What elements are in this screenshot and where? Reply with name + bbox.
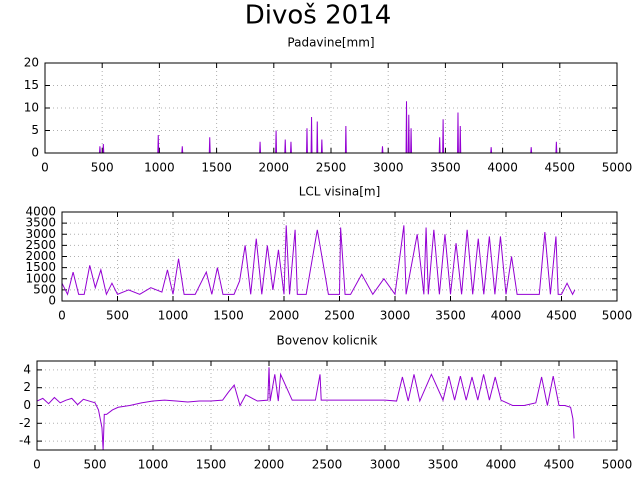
subplot-title: Padavine[mm] — [287, 36, 374, 50]
x-tick-label: 4000 — [486, 458, 517, 472]
x-tick-label: 5000 — [602, 161, 633, 175]
subplot-title: Bovenov kolicnik — [277, 334, 378, 348]
y-tick-label: 5 — [31, 123, 39, 137]
x-tick-label: 1500 — [201, 161, 232, 175]
x-tick-label: 3500 — [435, 309, 466, 323]
y-tick-label: -2 — [19, 416, 31, 430]
x-tick-label: 2500 — [316, 161, 347, 175]
x-tick-label: 3500 — [430, 161, 461, 175]
x-tick-label: 5000 — [602, 458, 633, 472]
plot-frame — [61, 211, 618, 302]
x-tick-label: 4500 — [544, 458, 575, 472]
page-title: Divoš 2014 — [245, 1, 392, 31]
x-tick-label: 3000 — [370, 458, 401, 472]
y-tick-label: 3500 — [25, 216, 56, 230]
x-tick-label: 2000 — [259, 161, 290, 175]
x-tick-label: 2500 — [312, 458, 343, 472]
subplot-title: LCL visina[m] — [299, 185, 381, 199]
x-tick-label: 0 — [58, 309, 66, 323]
y-tick-label: 10 — [24, 101, 39, 115]
x-tick-label: 1000 — [158, 309, 189, 323]
x-tick-label: 4000 — [491, 309, 522, 323]
x-tick-label: 1500 — [196, 458, 227, 472]
x-tick-label: 4500 — [545, 161, 576, 175]
y-tick-label: 0 — [31, 146, 39, 160]
x-tick-label: 3000 — [380, 309, 411, 323]
data-line — [61, 225, 576, 296]
y-tick-label: 2 — [23, 380, 31, 394]
y-tick-label: 15 — [24, 78, 39, 92]
x-tick-label: 1000 — [144, 161, 175, 175]
y-tick-label: 0 — [23, 398, 31, 412]
y-tick-label: 500 — [33, 282, 56, 296]
x-tick-label: 3500 — [428, 458, 459, 472]
y-tick-label: 3000 — [25, 227, 56, 241]
data-line — [45, 101, 574, 154]
data-line — [36, 367, 575, 451]
x-tick-label: 3000 — [373, 161, 404, 175]
plot-frame — [36, 360, 618, 451]
y-tick-label: 4 — [23, 362, 31, 376]
x-tick-label: 2000 — [269, 309, 300, 323]
x-tick-label: 4500 — [546, 309, 577, 323]
x-tick-label: 2000 — [254, 458, 285, 472]
x-tick-label: 500 — [106, 309, 129, 323]
y-tick-label: 1000 — [25, 271, 56, 285]
x-tick-label: 4000 — [487, 161, 518, 175]
y-tick-label: 2500 — [25, 238, 56, 252]
y-tick-label: 2000 — [25, 249, 56, 263]
x-tick-label: 5000 — [602, 309, 633, 323]
y-tick-label: 20 — [24, 56, 39, 70]
y-tick-label: 1500 — [25, 260, 56, 274]
y-tick-label: -4 — [19, 434, 31, 448]
x-tick-label: 1000 — [138, 458, 169, 472]
x-tick-label: 0 — [33, 458, 41, 472]
x-tick-label: 1500 — [213, 309, 244, 323]
x-tick-label: 500 — [84, 458, 107, 472]
x-tick-label: 500 — [91, 161, 114, 175]
x-tick-label: 2500 — [324, 309, 355, 323]
plot-frame — [44, 62, 618, 154]
y-tick-label: 0 — [48, 294, 56, 308]
x-tick-label: 0 — [41, 161, 49, 175]
y-tick-label: 4000 — [25, 205, 56, 219]
